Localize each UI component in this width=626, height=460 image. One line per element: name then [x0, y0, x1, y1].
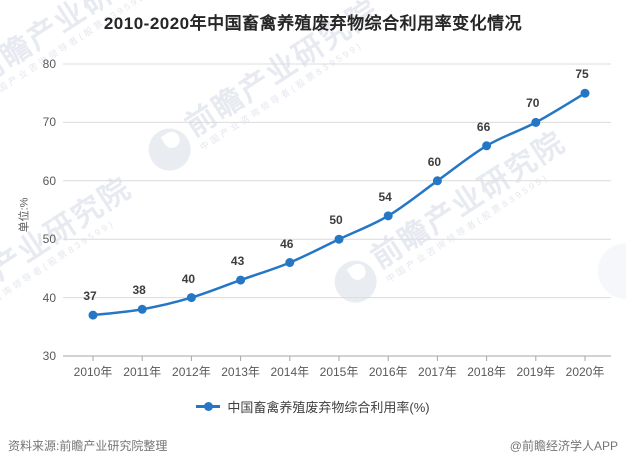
data-point-label: 66 — [476, 119, 491, 134]
data-point-label: 38 — [132, 283, 146, 298]
y-axis-tick-label: 80 — [42, 57, 56, 71]
data-point-label: 75 — [575, 67, 589, 82]
x-axis-tick-label: 2012年 — [172, 365, 211, 379]
x-axis-tick-label: 2016年 — [368, 365, 408, 379]
data-point-dot — [186, 293, 196, 303]
chart-legend[interactable]: 中国畜禽养殖废弃物综合利用率(%) — [0, 397, 626, 416]
data-point-dot — [137, 304, 147, 314]
data-point-dot — [88, 310, 98, 320]
x-axis-tick-label: 2015年 — [319, 365, 359, 379]
data-point-dot — [383, 211, 393, 221]
series-line — [92, 92, 586, 317]
x-axis-tick-label: 2010年 — [73, 365, 113, 379]
data-point-dot — [236, 275, 246, 285]
data-point-dot — [334, 234, 344, 244]
credit-text: @前瞻经济学人APP — [509, 439, 618, 453]
y-axis-tick-label: 60 — [42, 173, 56, 188]
data-point-dot — [531, 117, 541, 127]
x-axis-tick-label: 2011年 — [123, 365, 162, 379]
data-point-dot — [285, 258, 295, 268]
legend-line-dot-icon — [196, 402, 221, 411]
data-point-label: 40 — [181, 271, 196, 286]
data-point-dot — [482, 141, 492, 151]
legend-series-label: 中国畜禽养殖废弃物综合利用率(%) — [227, 400, 430, 415]
data-point-dot — [580, 88, 590, 98]
chart-title: 2010-2020年中国畜禽养殖废弃物综合利用率变化情况 — [103, 14, 523, 33]
chart-footer: 资料来源:前瞻产业研究院整理 @前瞻经济学人APP — [0, 437, 626, 454]
data-point-label: 43 — [230, 254, 245, 269]
data-point-label: 70 — [526, 96, 540, 111]
data-point-label: 50 — [329, 213, 343, 228]
x-axis-tick-label: 2014年 — [270, 365, 310, 379]
y-axis-tick-label: 70 — [42, 115, 56, 130]
data-point-label: 46 — [280, 236, 294, 251]
x-axis-tick-label: 2017年 — [418, 365, 457, 379]
data-source-text: 资料来源:前瞻产业研究院整理 — [8, 439, 168, 453]
x-axis-tick-label: 2019年 — [516, 365, 556, 379]
y-axis-tick-label: 30 — [42, 349, 56, 363]
data-point-dot — [432, 176, 442, 186]
y-axis-tick-label: 40 — [42, 290, 56, 305]
data-point-label: 54 — [378, 189, 392, 204]
data-point-label: 60 — [427, 154, 442, 169]
data-point-label: 37 — [83, 289, 97, 304]
x-axis-tick-label: 2018年 — [467, 365, 506, 379]
y-axis-tick-label: 50 — [42, 232, 56, 247]
x-axis-tick-label: 2013年 — [221, 365, 260, 379]
x-axis-tick-label: 2020年 — [565, 365, 605, 379]
